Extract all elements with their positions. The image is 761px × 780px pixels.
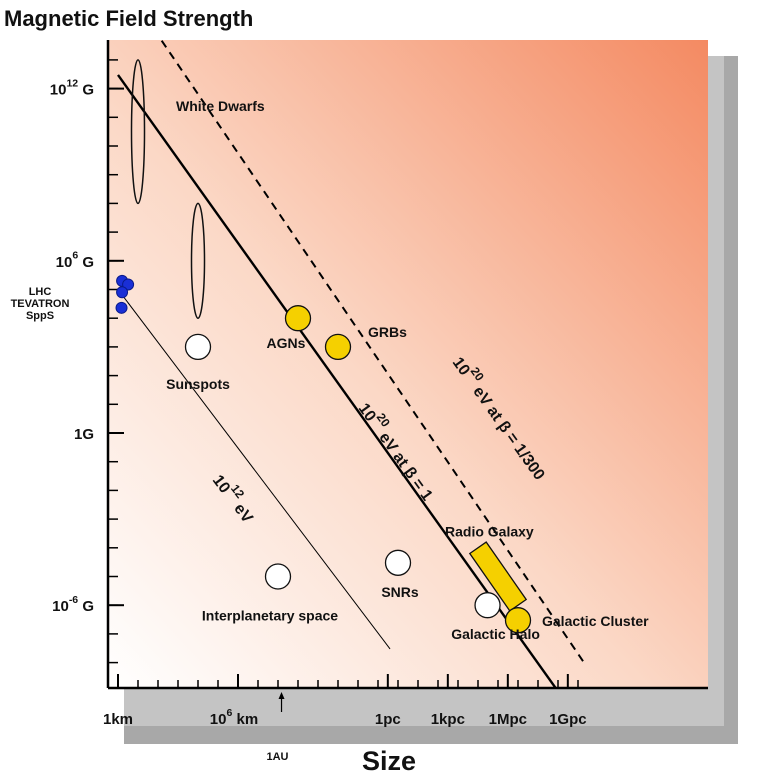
source-agns [284,305,312,332]
au-arrowhead [278,692,285,699]
source-grbs [324,333,352,361]
source-marks [115,59,532,634]
x-tick-label: 106 km [210,707,258,728]
source-snrs [384,549,412,576]
accelerator-point [122,278,135,291]
reference-lines [117,40,585,688]
y-tick-label: 10-6 G [52,594,94,615]
label-agns: AGNs [267,335,306,351]
label-galactic-cluster: Galactic Cluster [542,613,649,629]
x-tick-label: 1Mpc [489,711,527,728]
accelerator-label: LHC [29,286,52,298]
x-tick-label: 1kpc [431,711,465,728]
accelerator-label: TEVATRON [11,298,70,310]
label-snrs: SNRs [381,584,419,600]
label-interplanetary-space: Interplanetary space [202,608,338,624]
source-neutron-stars [130,59,146,205]
x-axis-title: Size [362,746,416,776]
label-grbs: GRBs [368,324,407,340]
source-white-dwarfs [190,202,206,319]
chart-title: Magnetic Field Strength [4,6,253,31]
au-label: 1AU [267,751,289,763]
source-interplanetary-space [264,563,292,590]
y-tick-label: 1G [74,426,94,443]
line-solid [117,74,558,688]
accelerator-point [115,301,128,314]
y-tick-label: 1012 G [50,77,94,98]
axis-ticks [108,59,579,688]
plot-area [108,40,708,688]
source-radio-galaxy [468,541,528,612]
x-tick-label: 1Gpc [549,711,587,728]
x-tick-label: 1pc [375,711,401,728]
source-galactic-halo [474,592,501,619]
label-white-dwarfs: White Dwarfs [176,98,265,114]
source-sunspots [184,333,212,361]
accelerator-point [116,286,129,299]
x-tick-label: 1km [103,711,133,728]
line-thin [117,289,391,650]
source-galactic-cluster [504,607,532,634]
label-galactic-halo: Galactic Halo [451,626,540,642]
line-dashed [160,40,585,664]
label-radio-galaxy: Radio Galaxy [445,524,534,540]
label-sunspots: Sunspots [166,376,230,392]
accelerator-label: SppS [26,310,54,322]
y-tick-label: 106 G [56,250,94,271]
